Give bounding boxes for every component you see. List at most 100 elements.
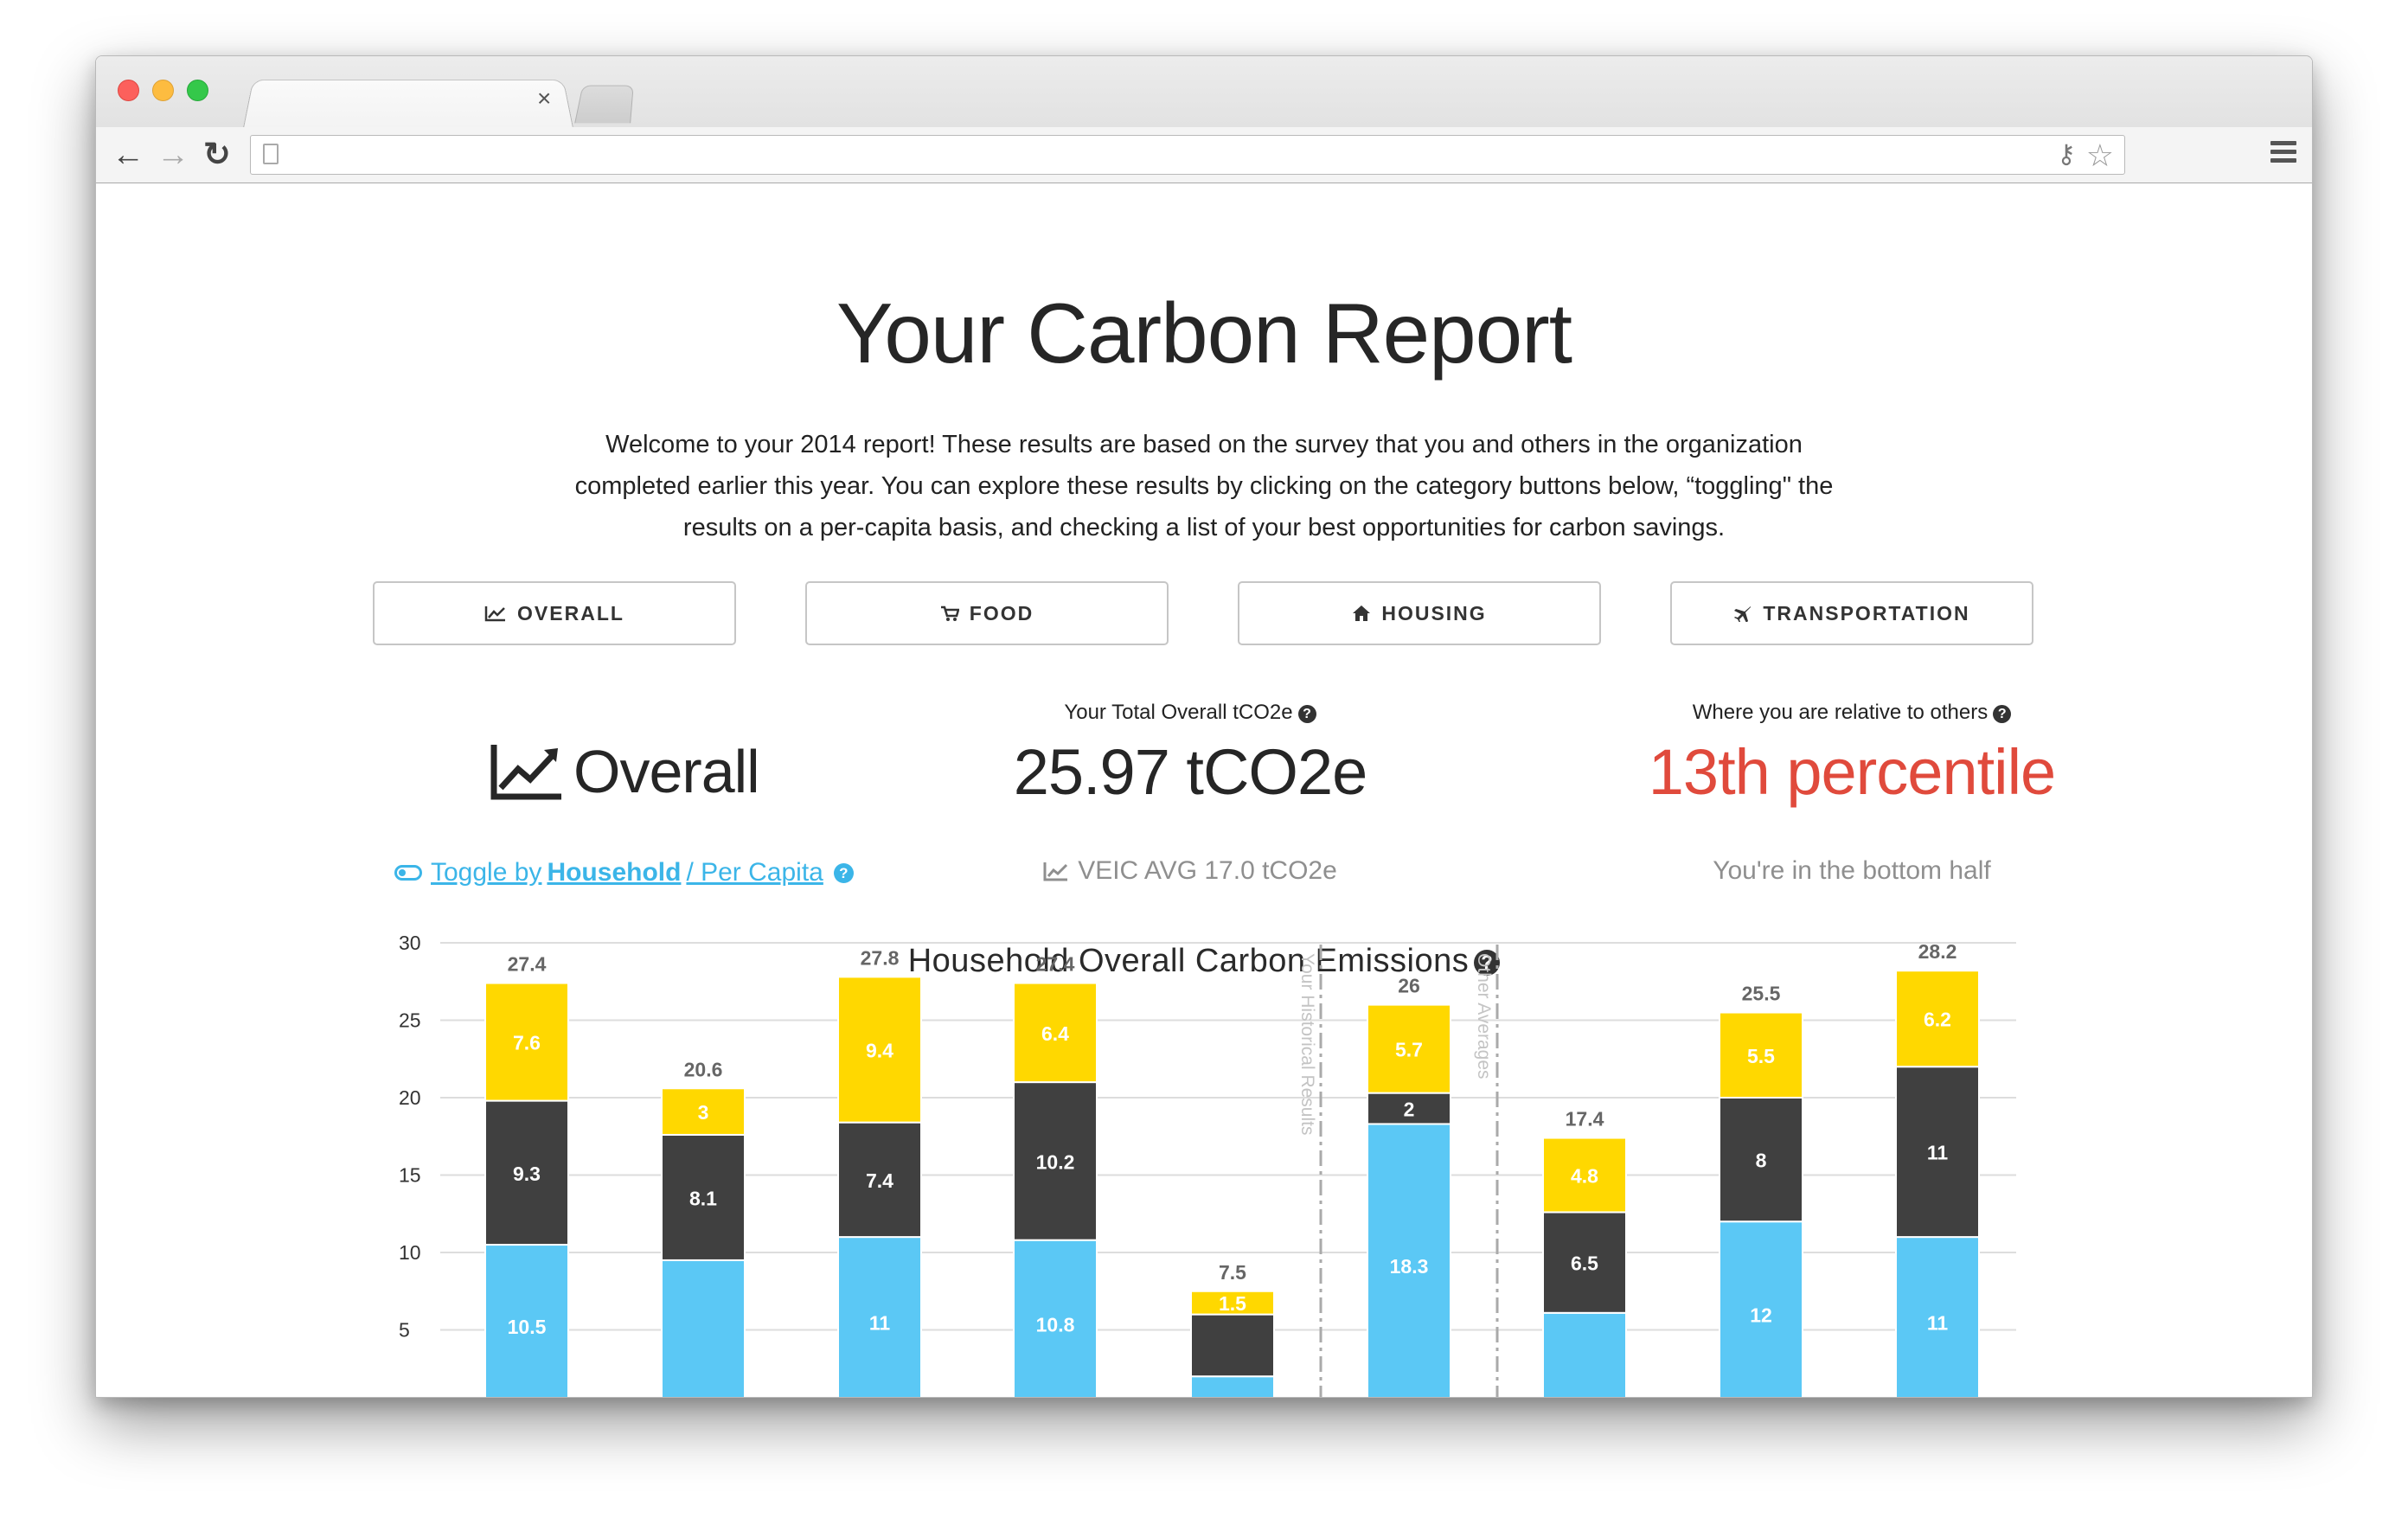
data-label: 11 [1927,1142,1949,1164]
help-icon[interactable]: ? [1993,705,2012,723]
overall-button[interactable]: OVERALL [373,581,736,645]
help-icon[interactable]: ? [1474,950,1501,976]
bar-segment [1367,1003,1451,1094]
total-label: 27.4 [508,953,547,976]
group-label: Your Historical Results [1297,953,1317,1135]
browser-toolbar: ← → ↻ ⚷ ☆ [96,127,2312,183]
bar-segment [837,1121,922,1239]
y-tick-label: 30 [399,932,421,954]
transportation-button[interactable]: TRANSPORTATION [1670,581,2033,645]
section-name: Overall [573,738,760,805]
bar-segment [1719,1097,1803,1223]
toggle-prefix: Toggle by [431,858,542,887]
y-tick-label: 25 [399,1009,421,1032]
toggle-household: Household [547,858,682,887]
average-value: VEIC AVG 17.0 tCO2e [1078,856,1337,885]
window-close-button[interactable] [118,80,139,101]
bar-segment [1013,1239,1098,1397]
line-chart-icon [1043,862,1068,881]
relative-description: You're in the bottom half [1713,856,1991,885]
bar-segment [661,1259,746,1397]
page-title: Your Carbon Report [836,285,1572,381]
total-label: 26 [1398,975,1420,997]
back-button[interactable]: ← [112,137,144,173]
help-icon[interactable]: ? [1297,705,1316,723]
toggle-suffix: / Per Capita [686,858,823,887]
bar-segment [837,1236,922,1397]
browser-tab[interactable] [243,79,573,128]
percentile-value: 13th percentile [1648,736,2056,808]
data-label: 7.4 [866,1169,893,1192]
bar-segment [1895,1236,1980,1397]
total-label: 20.6 [684,1058,723,1080]
intro-line: results on a per-capita basis, and check… [682,514,1726,541]
intro-text: Welcome to your 2014 report! These resul… [528,424,1880,548]
y-tick-label: 20 [399,1086,421,1109]
housing-button-label: HOUSING [1381,601,1487,625]
help-icon[interactable]: ? [833,862,854,883]
toggle-icon [394,865,422,881]
bar-segment [1542,1211,1627,1314]
relative-label-text: Where you are relative to others [1692,701,1989,724]
tab-close-icon[interactable]: × [537,85,552,112]
bar-segment [484,982,569,1102]
data-label: 10.2 [1036,1150,1075,1173]
y-tick-label: 5 [399,1319,410,1342]
bar-segment [1013,982,1098,1084]
page-content: Your Carbon Report Welcome to your 2014 … [96,183,2312,1397]
bar-segment [1190,1290,1275,1316]
window-minimize-button[interactable] [152,80,174,101]
total-label: Your Total Overall tCO2e? [874,701,1506,725]
plane-icon [1734,606,1752,622]
line-chart-icon [484,606,506,622]
bar-segment [1542,1137,1627,1214]
data-label: 9.3 [513,1163,541,1185]
data-label: 6.5 [1571,1252,1598,1275]
browser-chrome: × ← → ↻ ⚷ ☆ [96,56,2312,183]
data-label: 11 [869,1312,891,1335]
data-label: 4.8 [1571,1165,1598,1188]
address-bar[interactable]: ⚷ ☆ [250,135,2125,175]
bar-segment [1190,1375,1275,1397]
total-label: 7.5 [1219,1261,1246,1284]
data-label: 5.7 [1395,1039,1423,1061]
new-tab-button[interactable] [574,85,634,124]
toggle-household-per-capita-link[interactable]: Toggle by Household / Per Capita ? [394,858,854,887]
bookmark-star-icon[interactable]: ☆ [2085,138,2114,173]
food-button[interactable]: FOOD [805,581,1169,645]
page-icon [263,144,279,164]
data-label: 1.5 [1219,1292,1246,1315]
data-label: 12 [1750,1304,1772,1327]
bar-segment [661,1133,746,1261]
data-label: 6.2 [1924,1009,1951,1031]
chart-title: Household Overall Carbon Emissions? [96,943,2312,980]
total-value: 25.97 tCO2e [1013,736,1368,808]
average-text: VEIC AVG 17.0 tCO2e [874,856,1506,886]
bar-segment [837,976,922,1124]
reload-button[interactable]: ↻ [203,137,231,173]
total-label: 17.4 [1566,1108,1604,1131]
window-maximize-button[interactable] [187,80,208,101]
data-label: 3 [698,1101,709,1124]
bar-segment [1367,1123,1451,1397]
data-label: 10.5 [508,1316,547,1338]
bar-segment [661,1087,746,1136]
total-label: 27.8 [861,946,900,969]
data-label: 6.4 [1041,1022,1069,1045]
food-button-label: FOOD [969,601,1034,625]
forward-button[interactable]: → [157,137,189,173]
total-label: 25.5 [1742,983,1781,1005]
bar-segment [1719,1011,1803,1099]
key-icon[interactable]: ⚷ [2057,140,2076,169]
total-label: 28.2 [1918,940,1957,963]
bar-segment [1542,1311,1627,1397]
data-label: 7.6 [513,1032,541,1054]
bar-segment [484,1244,569,1397]
bar-segment [1895,1066,1980,1239]
menu-icon[interactable] [2270,141,2296,165]
overall-button-label: OVERALL [517,601,624,625]
data-label: 9.4 [866,1040,893,1062]
bar-segment [484,1099,569,1246]
housing-button[interactable]: HOUSING [1238,581,1601,645]
bar-segment [1367,1092,1451,1125]
